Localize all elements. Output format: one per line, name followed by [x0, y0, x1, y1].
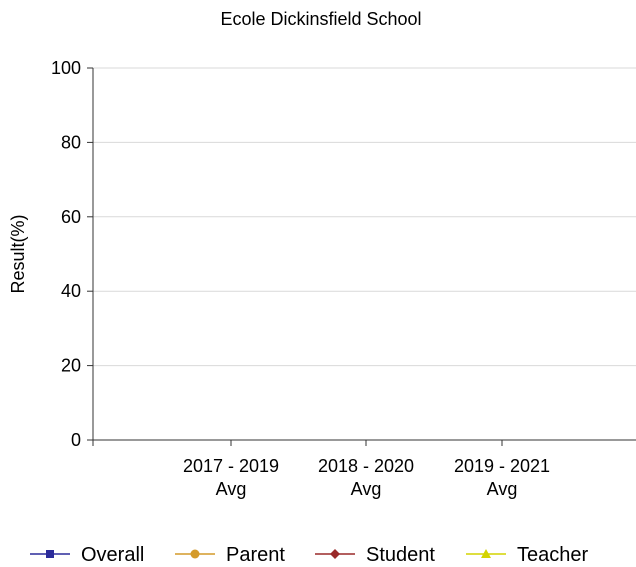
- y-tick-label: 60: [61, 207, 81, 227]
- y-axis-ticks: 0 20 40 60 80 100: [51, 58, 93, 450]
- legend-label: Parent: [226, 544, 285, 566]
- legend-label: Teacher: [517, 544, 588, 566]
- diamond-marker-icon: [330, 549, 340, 559]
- y-tick-label: 0: [71, 430, 81, 450]
- chart-title: Ecole Dickinsfield School: [220, 9, 421, 29]
- y-tick-label: 100: [51, 58, 81, 78]
- x-axis-ticks: 2017 - 2019 Avg 2018 - 2020 Avg 2019 - 2021 A…: [183, 440, 550, 499]
- square-marker-icon: [46, 550, 54, 558]
- y-tick-label: 20: [61, 356, 81, 376]
- legend-label: Student: [366, 544, 435, 566]
- x-tick-label: 2018 - 2020 Avg: [318, 456, 414, 499]
- x-tick-label: 2017 - 2019 Avg: [183, 456, 279, 499]
- circle-marker-icon: [190, 549, 200, 559]
- gridlines: [93, 67, 636, 367]
- y-tick-label: 40: [61, 281, 81, 301]
- y-tick-label: 80: [61, 132, 81, 152]
- legend: Overall Parent Student Teacher: [30, 544, 588, 566]
- y-axis-label: Result(%): [8, 214, 28, 293]
- triangle-marker-icon: [481, 549, 491, 558]
- legend-label: Overall: [81, 544, 144, 566]
- x-tick-label: 2019 - 2021 Avg: [454, 456, 550, 499]
